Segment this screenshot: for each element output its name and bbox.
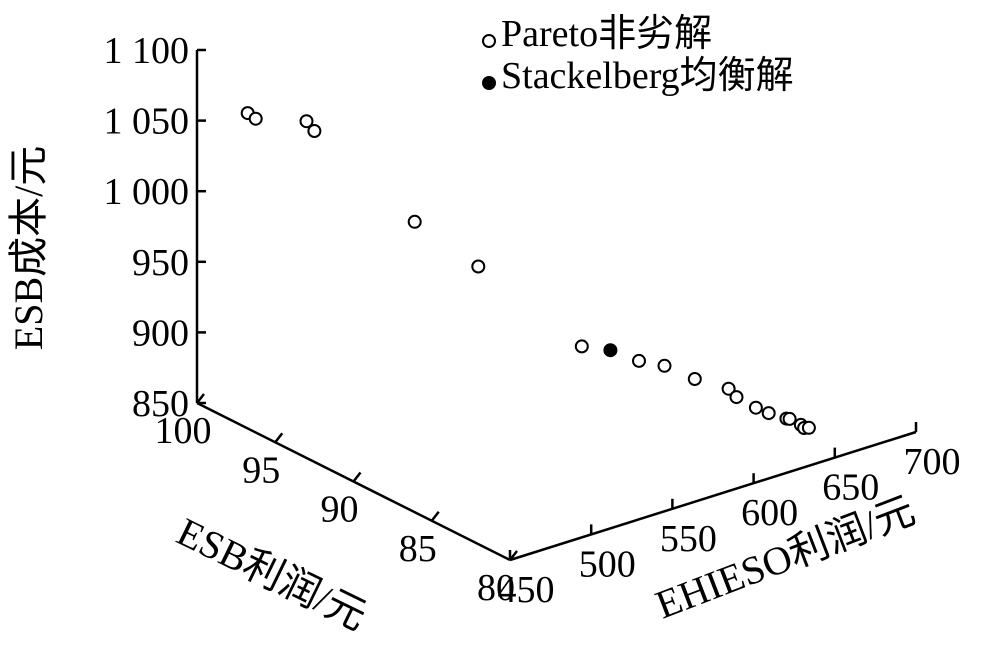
y-tick-label: 100 [155, 410, 212, 452]
x-tick-label: 700 [904, 441, 961, 483]
y-tick-mark [196, 393, 205, 404]
pareto-point [761, 406, 776, 421]
x-tick-label: 600 [741, 492, 798, 534]
data-points-group [240, 106, 816, 435]
x-tick-label: 550 [660, 518, 717, 560]
z-tick-label: 1 050 [104, 101, 190, 143]
pareto-point [721, 381, 736, 396]
y-tick-mark [274, 432, 284, 444]
pareto-point [801, 420, 816, 435]
x-axis-line [509, 430, 917, 562]
legend-filled-circle-icon [482, 76, 496, 90]
pareto-point [687, 372, 702, 386]
pareto-point [632, 353, 646, 368]
pareto-point [307, 124, 322, 138]
z-tick-label: 900 [132, 312, 189, 354]
legend-open-circle-icon [482, 34, 496, 48]
y-tick-label: 95 [242, 449, 280, 491]
x-tick-label: 500 [579, 543, 636, 585]
axes-group [195, 48, 918, 562]
pareto-point [782, 411, 797, 426]
pareto-point [407, 214, 422, 229]
x-tick-label: 650 [822, 467, 879, 509]
legend-label-pareto: Pareto非劣解 [501, 13, 712, 55]
y-tick-label: 85 [399, 528, 437, 570]
x-tick-label: 450 [498, 569, 555, 611]
pareto-point [657, 358, 672, 373]
y-tick-mark [430, 510, 440, 522]
pareto-point [299, 114, 314, 129]
y-tick-mark [352, 471, 362, 483]
pareto-point [248, 111, 263, 126]
y-tick-label: 80 [477, 567, 515, 609]
pareto-point [574, 339, 589, 354]
z-tick-label: 1 000 [104, 171, 190, 213]
pareto-point [471, 259, 486, 274]
z-axis-label: ESB成本/元 [6, 146, 51, 350]
tick-labels-group: 850 900 950 1 000 1 050 1 100 80 85 90 95 100 450 50… [104, 30, 961, 611]
legend-label-stackelberg: Stackelberg均衡解 [501, 55, 794, 97]
z-tick-label: 1 100 [104, 30, 190, 72]
z-tick-label: 950 [132, 242, 189, 284]
pareto-point [748, 400, 763, 415]
z-tick-label: 850 [132, 383, 189, 425]
legend: Pareto非劣解 Stackelberg均衡解 [482, 13, 794, 97]
stackelberg-point [603, 343, 618, 358]
y-tick-label: 90 [321, 489, 359, 531]
pareto-point [729, 390, 744, 405]
